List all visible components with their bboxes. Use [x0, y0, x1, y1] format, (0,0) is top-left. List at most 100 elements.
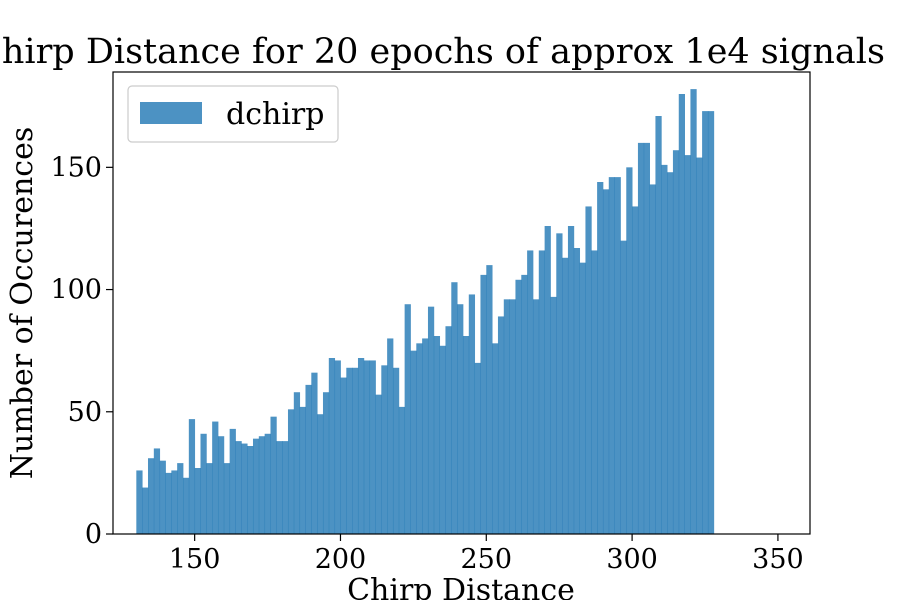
histogram-bar	[229, 428, 236, 534]
histogram-bar	[509, 299, 516, 534]
histogram-bar	[632, 206, 639, 534]
legend-label: dchirp	[226, 97, 324, 132]
histogram-bar	[369, 360, 376, 534]
histogram-bar	[247, 446, 254, 534]
x-tick-label: 150	[169, 544, 221, 575]
legend-box	[127, 85, 339, 143]
histogram-bar	[352, 367, 359, 534]
histogram-bar	[474, 362, 481, 534]
histogram-bar	[544, 226, 551, 534]
histogram-bar	[159, 460, 166, 534]
histogram-bar	[241, 443, 248, 534]
histogram-bar	[194, 468, 201, 534]
histogram-bar	[264, 433, 271, 534]
histogram-bar	[678, 94, 685, 534]
histogram-bar	[702, 111, 709, 534]
histogram-bar	[387, 338, 394, 534]
histogram-bar	[136, 470, 143, 534]
histogram-bar	[667, 172, 674, 534]
histogram-bar	[643, 142, 651, 534]
histogram-bar	[357, 358, 365, 534]
histogram-bar	[585, 206, 592, 534]
histogram-bar	[649, 184, 656, 534]
histogram-bar	[556, 233, 563, 535]
y-tick-label: 100	[50, 275, 102, 306]
histogram-bar	[293, 392, 301, 534]
histogram-bar	[573, 248, 581, 534]
histogram-bar	[142, 487, 149, 534]
histogram-bar	[177, 463, 184, 534]
y-tick-label: 50	[68, 397, 102, 428]
x-tick-label: 300	[606, 544, 658, 575]
histogram-bar	[492, 343, 499, 534]
histogram-bar	[311, 372, 318, 534]
histogram-bar	[521, 274, 528, 534]
x-tick-label: 200	[315, 544, 367, 575]
histogram-bar	[363, 360, 371, 534]
histogram-bar	[538, 250, 546, 534]
x-tick-label: 250	[461, 544, 513, 575]
histogram-bar	[457, 304, 464, 534]
histogram-bar	[468, 294, 476, 534]
histogram-bar	[410, 350, 417, 534]
histogram-bar	[480, 274, 487, 534]
histogram-bar	[503, 299, 511, 534]
histogram-bar	[381, 365, 388, 534]
histogram-bar	[212, 421, 219, 534]
histogram-bar	[317, 414, 324, 534]
histogram-bar	[655, 116, 662, 534]
histogram-bar	[206, 463, 213, 534]
histogram-bar	[217, 436, 225, 534]
histogram-bar	[637, 142, 645, 534]
histogram-bar	[433, 336, 441, 534]
histogram-bar	[270, 416, 277, 534]
histogram-bars	[136, 89, 715, 535]
histogram-bar	[287, 409, 295, 534]
legend: dchirp	[127, 85, 339, 143]
histogram-bar	[690, 89, 697, 534]
histogram-bar	[200, 433, 207, 534]
histogram-bar	[626, 167, 633, 535]
histogram-bar	[153, 448, 161, 534]
histogram-bar	[696, 157, 703, 535]
histogram-bar	[252, 438, 260, 534]
histogram-bar	[276, 441, 283, 534]
x-axis-ticks: 150 200 250 300 350	[169, 534, 804, 575]
histogram-bar	[147, 458, 155, 534]
histogram-bar	[165, 472, 172, 534]
histogram-bar	[328, 358, 336, 534]
histogram-bar	[422, 338, 429, 534]
histogram-bar	[486, 265, 493, 534]
histogram-bar	[416, 343, 423, 534]
histogram-bar	[223, 463, 231, 534]
histogram-bar	[567, 226, 575, 534]
histogram-bar	[188, 419, 196, 534]
x-tick-label: 350	[752, 544, 804, 575]
histogram-bar	[171, 470, 178, 534]
histogram-bar	[334, 360, 341, 534]
histogram-bar	[235, 441, 242, 534]
histogram-bar	[427, 306, 435, 534]
histogram-bar	[707, 111, 715, 534]
histogram-bar	[591, 250, 598, 534]
histogram-bar	[182, 477, 190, 534]
histogram-bar	[375, 394, 382, 534]
histogram-bar	[672, 150, 680, 534]
y-axis-label: Number of Occurences	[5, 127, 40, 479]
histogram-bar	[322, 392, 330, 534]
histogram-bar	[258, 436, 266, 534]
histogram-bar	[532, 299, 540, 534]
x-axis-label: Chirp Distance	[347, 573, 575, 600]
histogram-bar	[462, 336, 470, 534]
histogram-bar	[661, 164, 668, 534]
histogram-bar	[579, 262, 586, 534]
y-tick-label: 0	[85, 519, 102, 550]
histogram-bar	[620, 240, 627, 534]
histogram-bar	[614, 177, 621, 534]
histogram-bar	[527, 250, 534, 534]
histogram-bar	[282, 441, 289, 534]
histogram-bar	[340, 377, 347, 534]
histogram-bar	[299, 406, 306, 534]
histogram-bar	[602, 189, 610, 535]
